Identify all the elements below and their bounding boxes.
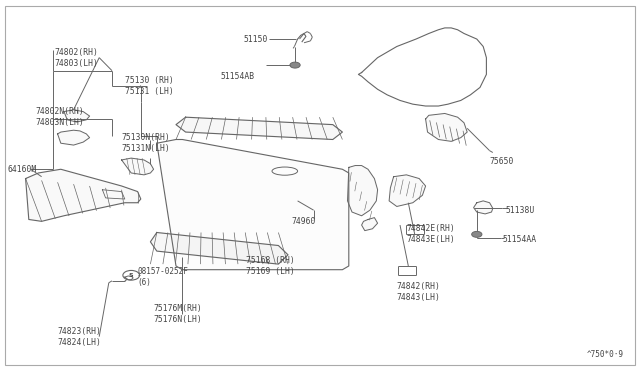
- Polygon shape: [26, 169, 141, 221]
- Text: 75168 (RH)
75169 (LH): 75168 (RH) 75169 (LH): [246, 256, 295, 276]
- Text: 51154AA: 51154AA: [502, 235, 536, 244]
- Polygon shape: [362, 218, 378, 231]
- Polygon shape: [176, 117, 342, 140]
- Text: S: S: [129, 273, 134, 278]
- Text: 74823(RH)
74824(LH): 74823(RH) 74824(LH): [58, 327, 102, 347]
- Polygon shape: [474, 201, 493, 214]
- Text: 75130N(RH)
75131N(LH): 75130N(RH) 75131N(LH): [122, 133, 170, 153]
- Circle shape: [290, 62, 300, 68]
- Text: ^750*0·9: ^750*0·9: [587, 350, 624, 359]
- Polygon shape: [389, 175, 426, 206]
- Text: 51150: 51150: [243, 35, 268, 44]
- Text: 08157-0252F
(6): 08157-0252F (6): [138, 267, 188, 287]
- Polygon shape: [426, 113, 467, 141]
- Polygon shape: [150, 232, 288, 264]
- Text: 75650: 75650: [490, 157, 514, 166]
- Polygon shape: [122, 158, 154, 175]
- Text: 74960: 74960: [291, 217, 316, 226]
- Text: 64160M: 64160M: [8, 165, 37, 174]
- Polygon shape: [348, 166, 378, 216]
- Text: 75130 (RH)
75131 (LH): 75130 (RH) 75131 (LH): [125, 76, 173, 96]
- Text: 74842E(RH)
74843E(LH): 74842E(RH) 74843E(LH): [406, 224, 455, 244]
- Polygon shape: [157, 140, 349, 270]
- Polygon shape: [64, 110, 90, 122]
- Text: 51154AB: 51154AB: [221, 72, 255, 81]
- Polygon shape: [58, 130, 90, 145]
- Text: 74802N(RH)
74803N(LH): 74802N(RH) 74803N(LH): [35, 107, 84, 127]
- Circle shape: [472, 231, 482, 237]
- Text: 74802(RH)
74803(LH): 74802(RH) 74803(LH): [54, 48, 99, 68]
- Text: 74842(RH)
74843(LH): 74842(RH) 74843(LH): [397, 282, 441, 302]
- Text: 75176M(RH)
75176N(LH): 75176M(RH) 75176N(LH): [154, 304, 202, 324]
- Text: 51138U: 51138U: [506, 206, 535, 215]
